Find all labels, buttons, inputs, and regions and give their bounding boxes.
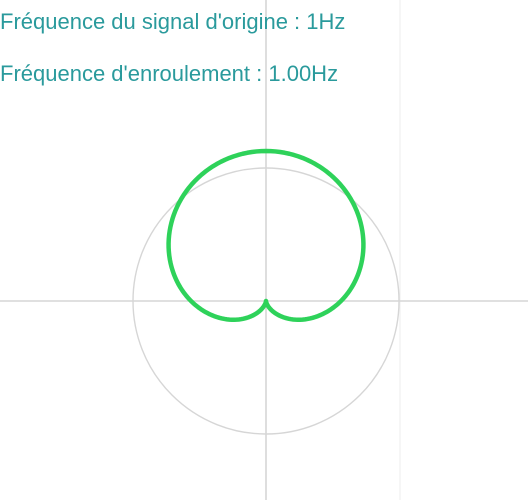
origin-frequency-label: Fréquence du signal d'origine : 1Hz xyxy=(0,9,346,34)
winding-frequency-label: Fréquence d'enroulement : 1.00Hz xyxy=(0,61,339,86)
wound-signal-curve xyxy=(166,148,366,322)
reference-circle xyxy=(132,167,400,435)
